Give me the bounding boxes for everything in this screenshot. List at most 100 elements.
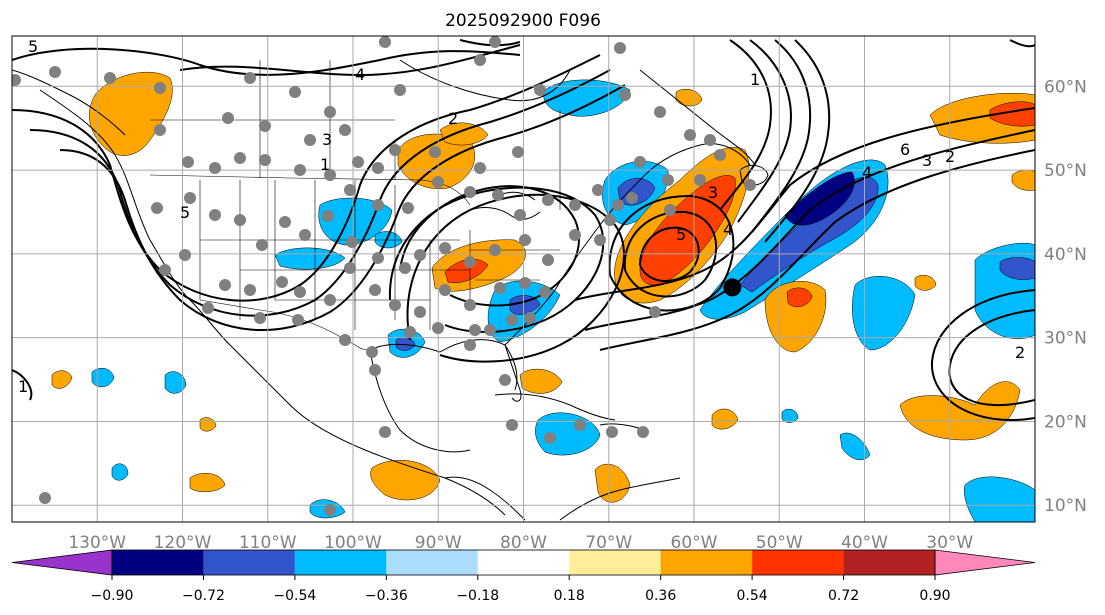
- observation-dot: [372, 162, 384, 174]
- observation-dot: [294, 286, 306, 298]
- observation-dot: [654, 106, 666, 118]
- observation-dot: [254, 312, 266, 324]
- contour-label: 1: [750, 70, 760, 89]
- observation-dot: [694, 174, 706, 186]
- observation-dot: [324, 294, 336, 306]
- observation-dot: [592, 184, 604, 196]
- observation-dot: [159, 264, 171, 276]
- colorbar-extend-low: [11, 549, 113, 576]
- colorbar-bin: [477, 550, 570, 575]
- colorbar-tick-label: 0.36: [645, 588, 676, 604]
- observation-dot: [534, 84, 546, 96]
- observation-dot: [394, 84, 406, 96]
- latitude-tick-label: 10°N: [1044, 496, 1087, 516]
- observation-dot: [464, 299, 476, 311]
- observation-dot: [344, 184, 356, 196]
- contour-ridge-3: [751, 39, 812, 233]
- longitude-tick-label: 130°W: [68, 533, 126, 553]
- observation-dot: [259, 120, 271, 132]
- observation-dot: [489, 36, 501, 48]
- observation-dot: [379, 36, 391, 48]
- observation-dot: [569, 199, 581, 211]
- contour-label: 1: [320, 155, 330, 174]
- coast-alaska: [12, 69, 126, 136]
- contour-trough-east-3: [406, 193, 625, 363]
- anomaly-orange-subtropics: [899, 381, 1021, 441]
- observation-dot: [209, 209, 221, 221]
- colorbar-bin: [752, 550, 844, 575]
- observation-dot: [744, 179, 756, 191]
- anomaly-orange-atlantic-small-2: [914, 274, 937, 291]
- observation-dot: [594, 234, 606, 246]
- observation-dot: [322, 210, 334, 222]
- observation-dot: [524, 312, 536, 324]
- observation-dot: [49, 66, 61, 78]
- colorbar-bin: [386, 550, 478, 575]
- anomaly-orange-atlantic-small: [711, 408, 739, 430]
- state-borders: [149, 60, 561, 351]
- anomaly-lightblue-plains-2: [274, 247, 346, 270]
- observation-dot: [279, 216, 291, 228]
- coast-cuba: [494, 393, 616, 421]
- observation-dot: [606, 426, 618, 438]
- observation-dot: [299, 229, 311, 241]
- colorbar-tick-label: −0.18: [456, 588, 499, 604]
- anomaly-orange-nw: [89, 71, 173, 156]
- observation-dot: [662, 174, 674, 186]
- anomaly-orange-caribbean: [519, 368, 563, 394]
- longitude-tick-label: 90°W: [415, 533, 462, 553]
- observation-dot: [222, 112, 234, 124]
- contour-north-3: [1009, 39, 1035, 48]
- observation-dot: [484, 324, 496, 336]
- storm-center-marker: [723, 278, 742, 297]
- observation-dot: [219, 279, 231, 291]
- observation-dot: [637, 426, 649, 438]
- observation-dot: [539, 286, 551, 298]
- coast-southamerica: [559, 477, 681, 521]
- contour-ridge-2: [737, 39, 792, 223]
- colorbar-tick-label: 0.18: [554, 588, 585, 604]
- observation-dot: [344, 262, 356, 274]
- map-frame: [11, 35, 1036, 523]
- observation-dot: [244, 284, 256, 296]
- contour-low-2: [623, 210, 718, 298]
- coastlines: [12, 59, 769, 521]
- latitude-tick-label: 20°N: [1044, 412, 1087, 432]
- contour-west-2: [12, 54, 601, 302]
- longitude-tick-label: 80°W: [500, 533, 547, 553]
- latitude-tick-label: 30°N: [1044, 329, 1087, 349]
- observation-dot: [499, 374, 511, 386]
- anomaly-lightblue-plains: [318, 197, 393, 246]
- observation-dot: [389, 299, 401, 311]
- contour-atlantic-2: [599, 149, 1035, 351]
- observation-dot: [379, 426, 391, 438]
- observation-dot: [389, 144, 401, 156]
- observation-dot: [634, 156, 646, 168]
- observation-dot: [372, 252, 384, 264]
- contour-west-1: [12, 47, 521, 76]
- observation-dot: [464, 186, 476, 198]
- contour-label: 3: [322, 130, 332, 149]
- coast-florida: [504, 344, 522, 402]
- observation-dot: [514, 209, 526, 221]
- colorbar-tick-label: −0.54: [273, 588, 316, 604]
- observation-dot: [154, 82, 166, 94]
- contour-north-1: [179, 44, 521, 77]
- observation-dot: [649, 306, 661, 318]
- contour-label: 4: [723, 220, 733, 239]
- observation-dot: [39, 492, 51, 504]
- observation-dot: [369, 284, 381, 296]
- anomaly-midblue-atlantic-trough: [739, 176, 879, 293]
- contour-label: 3: [708, 183, 718, 202]
- observation-dot: [619, 89, 631, 101]
- longitude-tick-label: 110°W: [239, 533, 297, 553]
- colorbar-frame: [111, 549, 936, 576]
- colorbar: −0.90 −0.72 −0.54 −0.36 −0.18 0.18 0.36 0.54 0.7…: [11, 549, 1036, 604]
- anomaly-lightblue-pacific-b: [164, 371, 187, 394]
- observation-dot: [404, 326, 416, 338]
- anomaly-red-northeast-atlantic: [989, 101, 1035, 127]
- observation-dot: [182, 156, 194, 168]
- observation-dot: [154, 124, 166, 136]
- observation-dot: [289, 86, 301, 98]
- observation-dot: [12, 74, 21, 86]
